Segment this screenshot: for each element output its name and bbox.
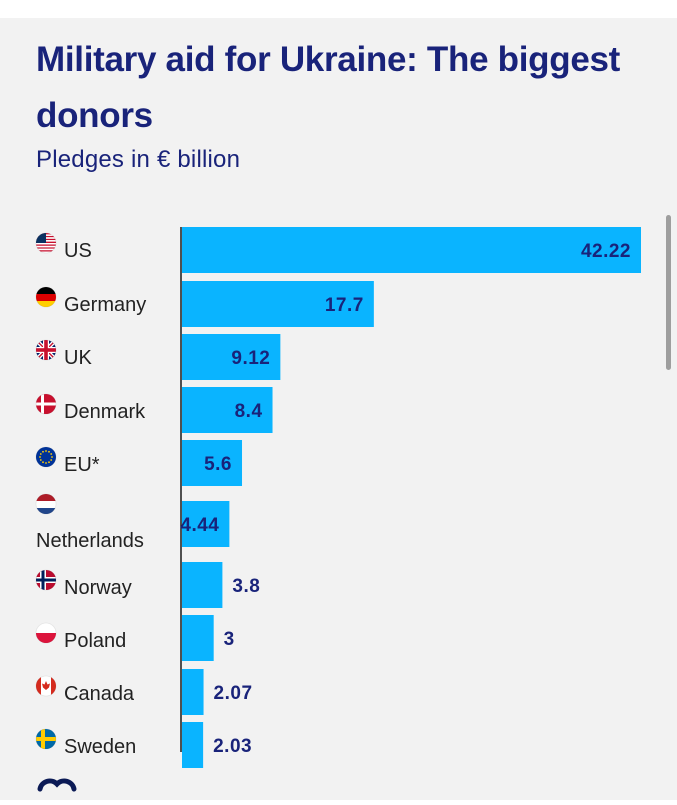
netherlands-flag-icon	[35, 493, 57, 515]
us-flag-icon	[35, 232, 57, 254]
germany-flag-icon	[35, 286, 57, 308]
category-label: Poland	[64, 630, 126, 652]
value-label: 5.6	[204, 454, 232, 475]
bar-canada	[182, 669, 204, 715]
value-label: 4.44	[180, 515, 219, 536]
category-label: UK	[64, 347, 92, 369]
chart-card	[0, 18, 677, 800]
bar-sweden	[182, 722, 204, 768]
uk-flag-icon	[35, 339, 57, 361]
bar-poland	[182, 615, 214, 661]
value-label: 42.22	[581, 241, 631, 262]
bar-us	[182, 227, 641, 273]
scrollbar[interactable]	[666, 215, 671, 370]
chart-subtitle: Pledges in € billion	[36, 146, 241, 173]
bar-denmark	[182, 387, 273, 433]
value-label: 8.4	[235, 401, 263, 422]
category-label: EU*	[64, 454, 100, 476]
chart-title: Military aid for Ukraine: The biggest do…	[36, 40, 621, 135]
denmark-flag-icon	[35, 393, 57, 415]
category-label: Canada	[64, 683, 135, 705]
value-label: 2.07	[214, 683, 253, 704]
value-label: 17.7	[325, 295, 364, 316]
bar-germany	[182, 281, 374, 327]
bar-uk	[182, 334, 281, 380]
category-label: Sweden	[64, 736, 136, 758]
category-label: US	[64, 240, 92, 262]
category-label: Norway	[64, 577, 132, 599]
category-label: Netherlands	[36, 530, 144, 552]
canada-flag-icon	[35, 675, 57, 697]
value-label: 2.03	[213, 736, 252, 757]
value-label: 3	[224, 629, 235, 650]
category-label: Denmark	[64, 401, 146, 423]
category-label: Germany	[64, 294, 146, 316]
bar-netherlands	[182, 501, 230, 547]
value-label: 3.8	[232, 576, 260, 597]
sweden-flag-icon	[35, 728, 57, 750]
value-label: 9.12	[231, 348, 270, 369]
poland-flag-icon	[35, 622, 57, 644]
bar-norway	[182, 562, 223, 608]
eu-flag-icon	[35, 446, 57, 468]
bar-eu	[182, 440, 243, 486]
publisher-logo-icon	[37, 778, 77, 792]
norway-flag-icon	[35, 569, 57, 591]
